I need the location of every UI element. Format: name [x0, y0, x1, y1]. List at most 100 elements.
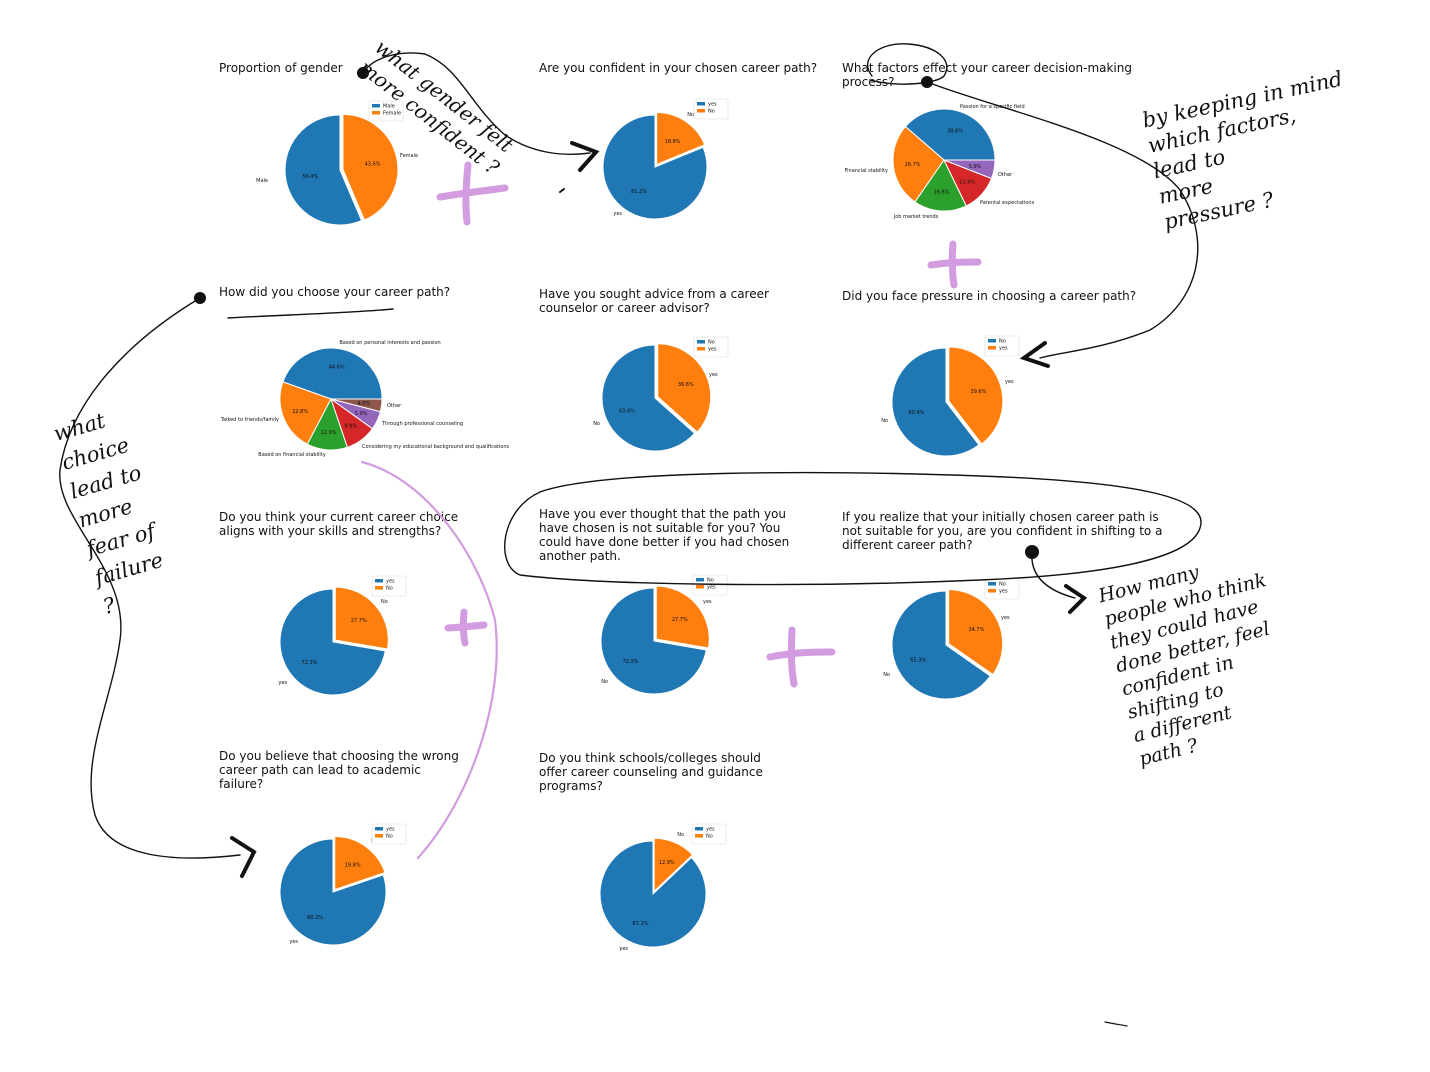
- legend-box: [371, 575, 407, 597]
- arrow-head: [1064, 584, 1088, 614]
- pie-slice-how_choose-3: [330, 397, 374, 448]
- pie-pct-label-factors-3: 11.9%: [959, 179, 975, 185]
- legend-swatch-pressure-1: [988, 346, 996, 350]
- legend-label-aligns-1: No: [386, 586, 393, 592]
- pie-slice-academic_failure-0: [279, 838, 387, 946]
- connector-curve: [1031, 551, 1076, 599]
- legend-label-not_suitable-1: yes: [707, 585, 716, 591]
- pie-category-label-pressure-1: yes: [1005, 379, 1014, 385]
- pie-pct-label-how_choose-4: 5.9%: [355, 411, 368, 417]
- pie-slice-factors-2: [914, 159, 967, 212]
- pie-category-label-pressure-0: No: [881, 418, 888, 424]
- pie-category-label-advice-1: yes: [709, 372, 718, 378]
- pie-slice-how_choose-1: [279, 381, 332, 445]
- pie-category-label-factors-0: Passion for a specific field: [960, 104, 1025, 110]
- pie-slice-academic_failure-1: [334, 836, 386, 891]
- note-shifting: How many people who think they could hav…: [1096, 561, 1273, 771]
- pie-slice-factors-1: [892, 125, 945, 203]
- pie-pct-label-factors-4: 5.9%: [969, 164, 982, 170]
- legend-label-shifting-1: yes: [999, 589, 1008, 595]
- pie-slice-gender-1: [342, 113, 399, 221]
- pie-pct-label-pressure-1: 39.6%: [971, 389, 987, 395]
- pie-category-label-advice-0: No: [593, 421, 600, 427]
- pie-pct-label-gender-0: 56.4%: [302, 174, 318, 180]
- legend-label-shifting-0: No: [999, 582, 1006, 588]
- pie-slice-gender-0: [284, 114, 363, 226]
- pie-slice-pressure-0: [891, 347, 980, 457]
- pie-pct-label-not_suitable-1: 27.7%: [672, 617, 688, 623]
- legend-box: [693, 98, 729, 120]
- pie-slice-aligns-1: [334, 586, 389, 650]
- pie-slice-schools-1: [653, 837, 694, 893]
- pie-pct-label-schools-1: 12.9%: [659, 860, 675, 866]
- legend-label-academic_failure-0: yes: [386, 827, 395, 833]
- pie-category-label-how_choose-0: Based on personal interests and passion: [339, 340, 440, 346]
- pie-pct-label-how_choose-5: 4.0%: [358, 401, 371, 407]
- legend-box: [693, 336, 729, 358]
- note-fear-of-failure: what choice lead to more fear of failure…: [50, 408, 166, 619]
- pie-category-label-not_suitable-1: yes: [703, 599, 712, 605]
- pie-slice-advice-0: [601, 344, 696, 452]
- pie-chart-how_choose: 44.6% Based on personal interests and pas…: [220, 340, 510, 458]
- legend-label-not_suitable-0: No: [707, 578, 714, 584]
- pie-category-label-how_choose-2: Based on financial stability: [258, 452, 325, 458]
- legend-label-advice-0: No: [708, 340, 715, 346]
- pie-slice-schools-0: [599, 840, 707, 948]
- pie-pct-label-gender-1: 43.6%: [365, 161, 381, 167]
- tiny-mark: [559, 188, 565, 193]
- pie-pct-label-factors-0: 38.6%: [947, 128, 963, 134]
- pie-pct-label-advice-1: 36.6%: [678, 382, 694, 388]
- pie-pct-label-aligns-1: 27.7%: [351, 618, 367, 624]
- pie-pct-label-academic_failure-1: 19.8%: [345, 863, 361, 869]
- pie-slice-confident-0: [602, 114, 708, 220]
- pie-slice-shifting-1: [948, 589, 1004, 676]
- legend-box: [691, 823, 727, 845]
- legend-swatch-academic_failure-0: [375, 827, 383, 831]
- pie-slice-advice-1: [657, 343, 712, 433]
- legend-label-academic_failure-1: No: [386, 834, 393, 840]
- pie-slice-not_suitable-1: [655, 585, 710, 649]
- arrow-head: [1019, 341, 1050, 368]
- pie-pct-label-how_choose-0: 44.6%: [329, 364, 345, 370]
- title-not-suitable: Have you ever thought that the path you …: [539, 507, 790, 563]
- title-how-choose: How did you choose your career path?: [219, 285, 451, 299]
- pie-pct-label-how_choose-2: 12.9%: [321, 430, 337, 436]
- legend-swatch-aligns-1: [375, 586, 383, 590]
- note-gender-confidence: what gender felt more confident ?: [354, 34, 518, 180]
- title-schools: Do you think schools/colleges should off…: [539, 751, 763, 793]
- pie-slice-aligns-0: [279, 588, 386, 696]
- pie-pct-label-academic_failure-0: 80.2%: [307, 915, 323, 921]
- pie-pct-label-how_choose-3: 9.9%: [344, 424, 357, 430]
- pie-pct-label-schools-0: 87.1%: [633, 921, 649, 927]
- pie-category-label-gender-0: Male: [256, 178, 268, 184]
- legend-swatch-not_suitable-0: [696, 578, 704, 582]
- pie-category-label-shifting-1: yes: [1001, 615, 1010, 621]
- pie-category-label-how_choose-1: Talked to friends/family: [220, 417, 279, 423]
- legend-swatch-aligns-0: [375, 579, 383, 583]
- legend-label-confident-0: yes: [708, 102, 717, 108]
- title-academic-failure: Do you believe that choosing the wrong c…: [219, 749, 459, 791]
- legend-label-schools-1: No: [706, 834, 713, 840]
- legend-swatch-not_suitable-1: [696, 585, 704, 589]
- legend-swatch-confident-0: [697, 102, 705, 106]
- pie-category-label-aligns-0: yes: [278, 680, 287, 686]
- pie-category-label-confident-1: No: [687, 112, 694, 118]
- legend-swatch-advice-0: [697, 340, 705, 344]
- pie-category-label-academic_failure-0: yes: [289, 939, 298, 945]
- pie-slice-how_choose-5: [330, 398, 383, 413]
- pie-category-label-factors-4: Other: [998, 172, 1013, 178]
- marker-dot: [194, 292, 206, 304]
- legend-swatch-confident-1: [697, 109, 705, 113]
